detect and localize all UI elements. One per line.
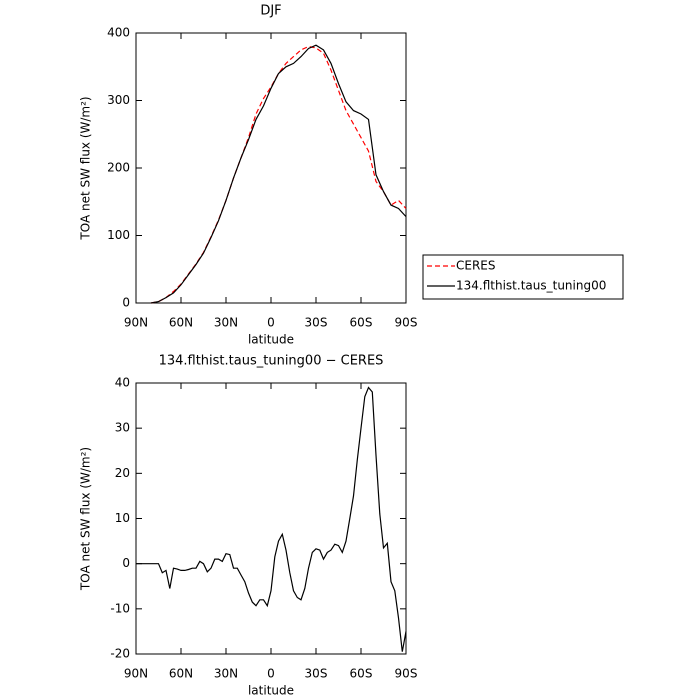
y-axis-label: TOA net SW flux (W/m²) <box>79 447 93 591</box>
chart-title: 134.flthist.taus_tuning00 − CERES <box>159 354 384 369</box>
x-tick-label: 30S <box>305 667 328 681</box>
x-tick-label: 90N <box>124 316 148 330</box>
x-tick-label: 60N <box>169 316 193 330</box>
legend-label: CERES <box>456 259 496 273</box>
y-tick-label: 20 <box>115 466 130 480</box>
x-tick-label: 60S <box>350 316 373 330</box>
x-tick-label: 30N <box>214 316 238 330</box>
y-tick-label: 0 <box>122 556 130 570</box>
y-tick-label: 0 <box>122 296 130 310</box>
plot-frame <box>135 382 407 655</box>
y-tick-label: 200 <box>107 161 130 175</box>
y-tick-label: 100 <box>107 228 130 242</box>
y-tick-label: 300 <box>107 93 130 107</box>
chart-title: DJF <box>260 4 281 19</box>
y-tick-label: 400 <box>107 26 130 40</box>
y-tick-label: -20 <box>110 647 130 661</box>
data-line <box>150 45 407 304</box>
x-tick-label: 0 <box>267 667 275 681</box>
y-tick-label: -10 <box>110 601 130 615</box>
x-tick-label: 60N <box>169 667 193 681</box>
y-axis-label: TOA net SW flux (W/m²) <box>79 96 93 240</box>
x-tick-label: 90N <box>124 667 148 681</box>
plot-frame <box>135 32 407 304</box>
x-axis-label: latitude <box>248 684 294 698</box>
x-tick-label: 30S <box>305 316 328 330</box>
data-line <box>150 44 407 304</box>
y-tick-label: 10 <box>115 511 130 525</box>
data-line <box>136 386 407 652</box>
legend-label: 134.flthist.taus_tuning00 <box>456 279 606 293</box>
y-tick-label: 40 <box>115 376 130 390</box>
legend-box <box>422 254 624 300</box>
x-axis-label: latitude <box>248 333 294 347</box>
x-tick-label: 90S <box>395 316 418 330</box>
x-tick-label: 30N <box>214 667 238 681</box>
y-tick-label: 30 <box>115 421 130 435</box>
x-tick-label: 60S <box>350 667 373 681</box>
x-tick-label: 0 <box>267 316 275 330</box>
x-tick-label: 90S <box>395 667 418 681</box>
